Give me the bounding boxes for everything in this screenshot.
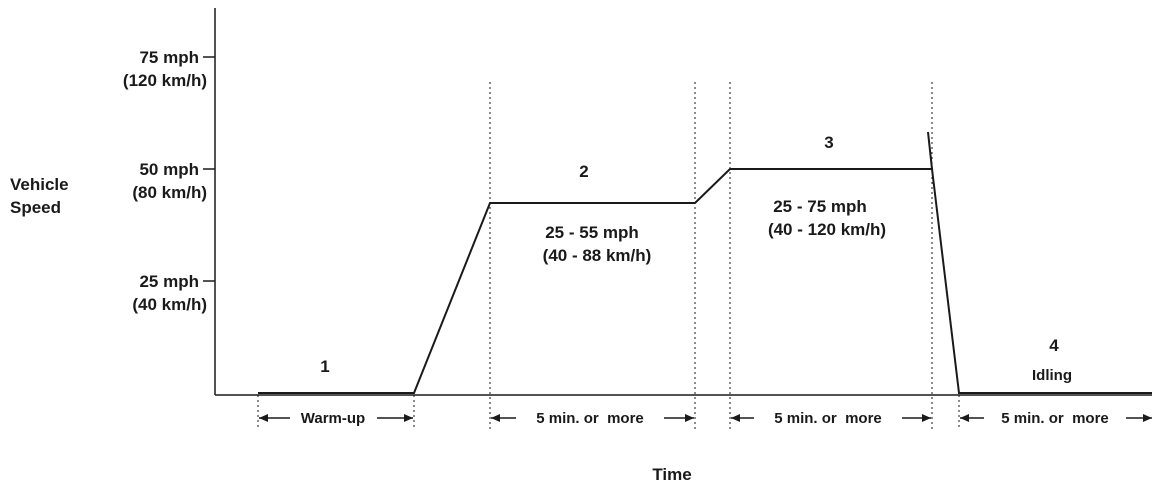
phase-4-number: 4 [1049,336,1059,355]
phase-2-duration: 5 min. or more [536,410,644,427]
y-axis-title-line1: Vehicle [10,175,69,194]
speed-profile-spike [927,131,933,170]
x-axis-title: Time [652,465,691,484]
arrowhead-2-right [685,414,694,422]
arrowhead-1-right [404,414,413,422]
y-tick-25-mph: 25 mph [139,272,199,291]
arrowhead-4-right [1143,414,1152,422]
phase-3-range-kmh: (40 - 120 km/h) [768,220,886,239]
duration-arrows [259,414,1152,422]
phase-3-range-mph: 25 - 75 mph [773,197,867,216]
phase-4-note: Idling [1032,367,1072,384]
arrowhead-2-left [491,414,500,422]
phase-1-number: 1 [320,357,329,376]
phase-dividers [257,82,960,430]
arrowhead-4-left [960,414,969,422]
phase-2-range-kmh: (40 - 88 km/h) [543,246,652,265]
y-tick-75-kmh: (120 km/h) [123,71,207,90]
y-tick-50-kmh: (80 km/h) [132,183,207,202]
phase-2-number: 2 [579,162,588,181]
y-tick-50-mph: 50 mph [139,160,199,179]
y-tick-25-kmh: (40 km/h) [132,295,207,314]
phase-3-number: 3 [824,133,833,152]
arrowhead-1-left [259,414,268,422]
phase-1-duration: Warm-up [301,410,365,427]
y-tick-75-mph: 75 mph [139,48,199,67]
speed-profile-line [258,168,1152,394]
y-axis-title-line2: Speed [10,198,61,217]
arrowhead-3-left [731,414,740,422]
arrowhead-3-right [922,414,931,422]
phase-4-duration: 5 min. or more [1001,410,1109,427]
phase-3-duration: 5 min. or more [774,410,882,427]
phase-2-range-mph: 25 - 55 mph [545,223,639,242]
